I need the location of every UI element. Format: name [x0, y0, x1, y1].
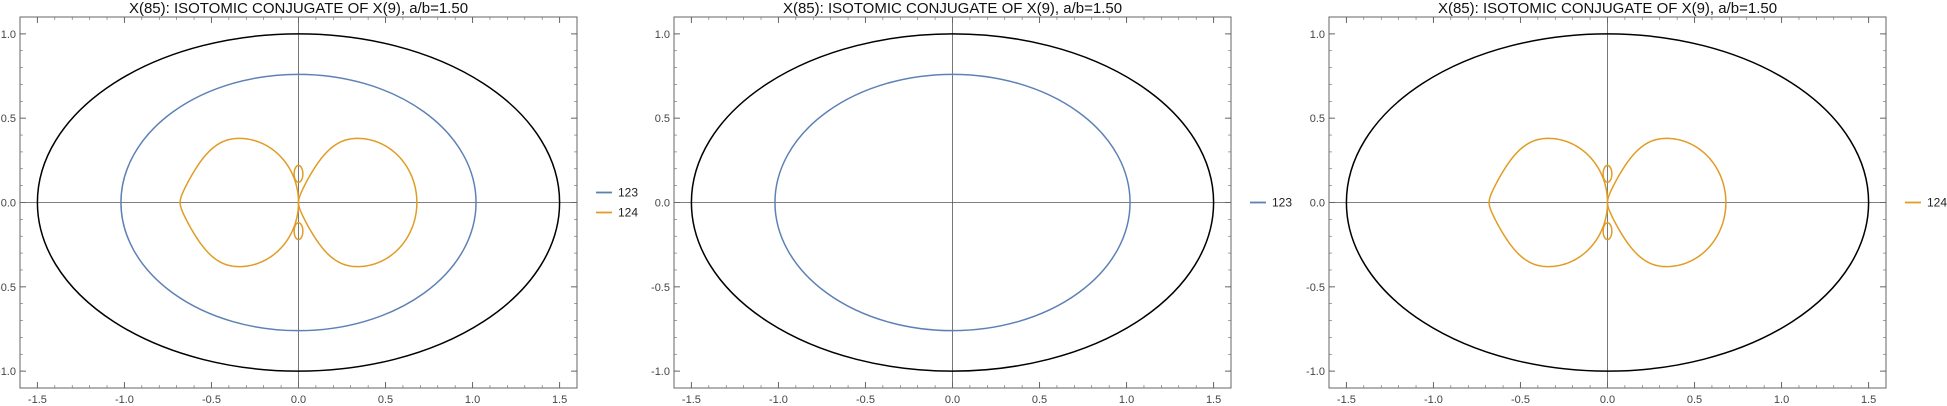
x-tick-label: 0.5: [1032, 394, 1047, 406]
legend-label-123: 123: [1272, 196, 1292, 210]
x-tick-label: 0.5: [378, 394, 393, 406]
chart-title: X(85): ISOTOMIC CONJUGATE OF X(9), a/b=1…: [1438, 0, 1777, 17]
series-124-left-lobe: [179, 137, 300, 268]
x-tick-label: 1.0: [1119, 394, 1134, 406]
x-tick-label: -1.0: [1424, 394, 1443, 406]
outer-ellipse: [690, 33, 1215, 372]
x-tick-label: 0.0: [945, 394, 960, 406]
x-tick-label: 1.5: [1206, 394, 1221, 406]
x-tick-label: 0.5: [1687, 394, 1702, 406]
x-tick-label: 1.5: [552, 394, 567, 406]
series-124-lower-loop: [293, 221, 304, 241]
chart-title: X(85): ISOTOMIC CONJUGATE OF X(9), a/b=1…: [783, 0, 1122, 17]
x-tick-label: 1.5: [1861, 394, 1876, 406]
y-tick-label: -0.5: [651, 282, 670, 294]
legend-label-124: 124: [618, 206, 638, 220]
y-tick-label: 0.5: [1310, 113, 1325, 125]
y-tick-label: 0.0: [655, 198, 670, 210]
x-tick-label: -0.5: [202, 394, 221, 406]
y-tick-label: 0.5: [655, 113, 670, 125]
x-tick-label: -1.5: [28, 394, 47, 406]
outer-ellipse: [1345, 33, 1870, 372]
x-tick-label: -0.5: [1511, 394, 1530, 406]
x-tick-label: 0.0: [291, 394, 306, 406]
x-tick-label: -1.0: [769, 394, 788, 406]
y-tick-label: -0.5: [0, 282, 16, 294]
outer-ellipse: [36, 33, 561, 372]
chart-panel-1: X(85): ISOTOMIC CONJUGATE OF X(9), a/b=1…: [0, 0, 638, 406]
series-124-upper-loop: [1602, 164, 1613, 184]
chart-panel-3: X(85): ISOTOMIC CONJUGATE OF X(9), a/b=1…: [1306, 0, 1947, 406]
y-tick-label: 0.0: [1310, 198, 1325, 210]
x-tick-label: 1.0: [465, 394, 480, 406]
chart-panel-2: X(85): ISOTOMIC CONJUGATE OF X(9), a/b=1…: [651, 0, 1292, 406]
series-124-upper-loop: [293, 164, 304, 184]
series-124-left-lobe: [1488, 137, 1609, 268]
series-123-curve: [120, 73, 477, 332]
y-tick-label: 1.0: [1310, 29, 1325, 41]
y-tick-label: -1.0: [0, 366, 16, 378]
y-tick-label: -1.0: [651, 366, 670, 378]
x-tick-label: 0.0: [1600, 394, 1615, 406]
y-tick-label: -0.5: [1306, 282, 1325, 294]
x-tick-label: -1.5: [1337, 394, 1356, 406]
x-tick-label: 1.0: [1774, 394, 1789, 406]
y-tick-label: 0.5: [1, 113, 16, 125]
y-tick-label: 0.0: [1, 198, 16, 210]
legend-label-124: 124: [1927, 196, 1947, 210]
y-tick-label: 1.0: [655, 29, 670, 41]
x-tick-label: -0.5: [856, 394, 875, 406]
y-tick-label: 1.0: [1, 29, 16, 41]
chart-title: X(85): ISOTOMIC CONJUGATE OF X(9), a/b=1…: [129, 0, 468, 17]
series-123-curve: [774, 73, 1131, 332]
x-tick-label: -1.5: [682, 394, 701, 406]
series-124-lower-loop: [1602, 221, 1613, 241]
x-tick-label: -1.0: [115, 394, 134, 406]
y-tick-label: -1.0: [1306, 366, 1325, 378]
legend-label-123: 123: [618, 186, 638, 200]
